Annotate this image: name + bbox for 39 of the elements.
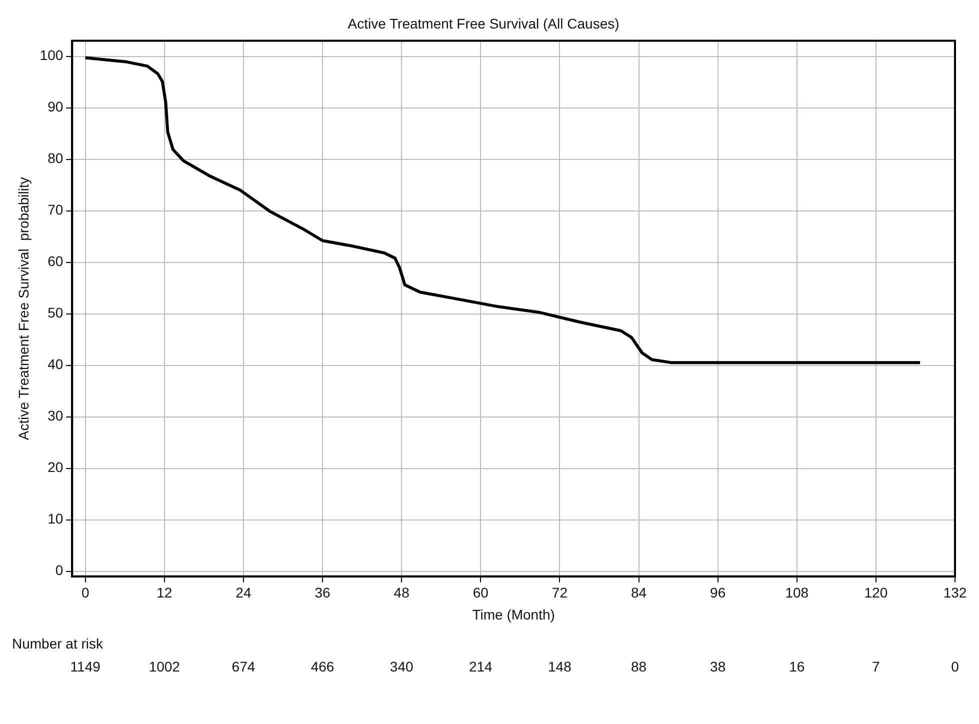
y-tick-label: 50 bbox=[48, 304, 64, 321]
text: 340 bbox=[390, 658, 414, 674]
text: 674 bbox=[232, 658, 256, 674]
text: 466 bbox=[310, 658, 334, 674]
text: 148 bbox=[548, 658, 572, 674]
y-tick-label: 20 bbox=[48, 459, 64, 476]
x-tick-label: 48 bbox=[394, 584, 410, 601]
text: 0 bbox=[951, 658, 960, 674]
y-axis-title: Active Treatment Free Survival probability bbox=[15, 177, 32, 440]
text: 7 bbox=[872, 658, 880, 674]
text: 88 bbox=[630, 658, 647, 674]
x-tick-label: 0 bbox=[81, 584, 90, 601]
y-tick-label: 0 bbox=[55, 562, 64, 578]
text: 214 bbox=[468, 658, 493, 674]
text: 38 bbox=[710, 658, 726, 674]
x-tick-label: 24 bbox=[236, 584, 252, 601]
y-tick-label: 60 bbox=[48, 253, 64, 270]
y-tick-label: 70 bbox=[48, 202, 64, 218]
x-tick-label: 12 bbox=[156, 584, 172, 601]
x-tick-label: 72 bbox=[552, 584, 568, 601]
x-tick-label: 132 bbox=[943, 584, 967, 601]
y-tick-label: 90 bbox=[48, 98, 64, 115]
y-tick-label: 100 bbox=[40, 47, 64, 64]
chart-title: Active Treatment Free Survival (All Causes) bbox=[348, 15, 620, 32]
text: 1002 bbox=[148, 658, 180, 674]
y-tick-label: 30 bbox=[48, 408, 64, 424]
x-tick-label: 60 bbox=[472, 584, 489, 601]
y-tick-label: 40 bbox=[48, 356, 64, 372]
x-axis-title: Time (Month) bbox=[472, 606, 555, 622]
text: Number at risk bbox=[12, 635, 104, 652]
text: 1149 bbox=[70, 658, 101, 674]
x-tick-label: 120 bbox=[864, 584, 888, 601]
x-tick-label: 108 bbox=[785, 584, 809, 601]
text: 16 bbox=[789, 658, 805, 674]
x-tick-label: 36 bbox=[314, 584, 331, 601]
y-tick-label: 80 bbox=[48, 150, 64, 166]
x-tick-label: 84 bbox=[630, 584, 647, 601]
y-tick-label: 10 bbox=[48, 510, 64, 527]
x-tick-label: 96 bbox=[710, 584, 726, 601]
